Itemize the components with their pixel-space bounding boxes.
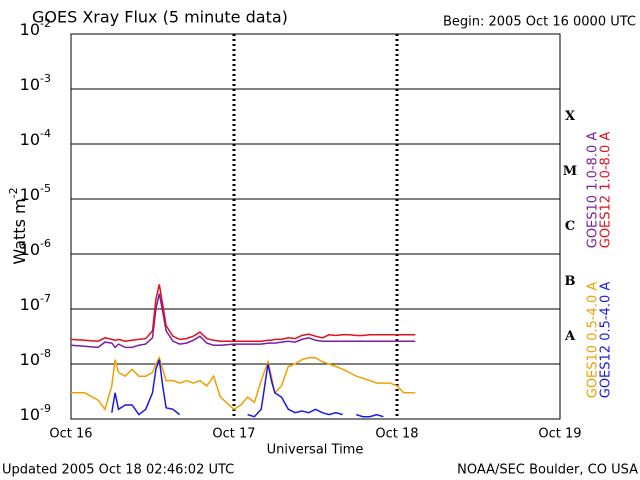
y-tick-exponent: -3 xyxy=(40,72,51,85)
x-tick-label: Oct 18 xyxy=(375,427,418,442)
y-axis-label: Watts m-2 xyxy=(7,187,29,264)
y-tick-base: 10 xyxy=(20,405,40,424)
y-tick-base: 10 xyxy=(20,185,40,204)
y-tick-exponent: -6 xyxy=(40,237,51,250)
y-tick-label: 10-2 xyxy=(20,17,51,39)
y-tick-label: 10-6 xyxy=(20,237,51,259)
y-tick-exponent: -2 xyxy=(40,17,51,30)
chart-title: GOES Xray Flux (5 minute data) xyxy=(32,8,288,27)
y-tick-exponent: -5 xyxy=(40,182,51,195)
series-line xyxy=(71,355,416,411)
legend-entry: GOES10 0.5-4.0 A xyxy=(586,282,601,399)
y-axis-label-exponent: -2 xyxy=(7,187,20,198)
y-tick-base: 10 xyxy=(20,350,40,369)
flare-class-label: X xyxy=(565,109,576,124)
flare-class-label: C xyxy=(565,219,575,234)
y-tick-label: 10-9 xyxy=(20,402,51,424)
y-tick-base: 10 xyxy=(20,130,40,149)
flare-class-label: B xyxy=(565,274,576,289)
flare-class-label: A xyxy=(564,329,576,344)
y-tick-exponent: -4 xyxy=(40,127,51,140)
y-tick-label: 10-7 xyxy=(20,292,51,314)
series-line xyxy=(111,359,384,418)
series-line xyxy=(70,284,416,342)
legend-entry: GOES12 1.0-8.0 A xyxy=(599,132,614,249)
y-tick-exponent: -8 xyxy=(40,347,51,360)
y-tick-label: 10-8 xyxy=(20,347,51,369)
y-tick-label: 10-5 xyxy=(20,182,51,204)
series-line xyxy=(70,293,416,349)
source-label: NOAA/SEC Boulder, CO USA xyxy=(457,463,638,478)
legend-entry: GOES10 1.0-8.0 A xyxy=(586,132,601,249)
y-tick-exponent: -9 xyxy=(40,402,51,415)
begin-label: Begin: 2005 Oct 16 0000 UTC xyxy=(443,15,636,30)
x-tick-label: Oct 17 xyxy=(212,427,255,442)
y-tick-base: 10 xyxy=(20,295,40,314)
y-tick-base: 10 xyxy=(20,240,40,259)
y-tick-label: 10-4 xyxy=(20,127,51,149)
y-tick-exponent: -7 xyxy=(40,292,51,305)
x-tick-label: Oct 16 xyxy=(49,427,92,442)
updated-label: Updated 2005 Oct 18 02:46:02 UTC xyxy=(2,463,234,478)
y-tick-base: 10 xyxy=(20,75,40,94)
y-axis-label-base: Watts m xyxy=(10,198,29,264)
x-tick-label: Oct 19 xyxy=(538,427,581,442)
y-tick-label: 10-3 xyxy=(20,72,51,94)
flare-class-label: M xyxy=(563,164,577,179)
y-tick-base: 10 xyxy=(20,20,40,39)
plot-frame xyxy=(70,33,561,420)
x-axis-label: Universal Time xyxy=(267,443,364,458)
legend-entry: GOES12 0.5-4.0 A xyxy=(599,282,614,399)
